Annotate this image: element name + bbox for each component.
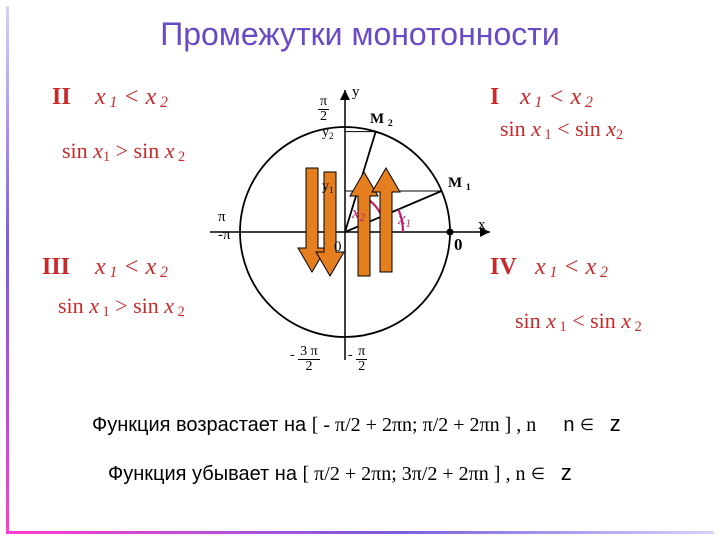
- svg-text:∈: ∈: [580, 417, 594, 433]
- pi-left: π: [218, 210, 226, 225]
- neg-pi: -π: [218, 228, 231, 243]
- label-y2: y2: [322, 126, 334, 141]
- bottom-line-1: Функция возрастает на [ - π/2 + 2πn; π/2…: [92, 410, 652, 438]
- border-bottom: [6, 531, 714, 534]
- label-y1: y1: [322, 180, 334, 195]
- axis-x-label: x: [478, 218, 486, 233]
- bottom-line-2: Функция убывает на [ π/2 + 2πn; 3π/2 + 2…: [108, 462, 572, 484]
- in-icon: ∈: [580, 417, 598, 433]
- label-M2: M 2: [370, 112, 393, 129]
- axis-y-label: y: [352, 85, 360, 100]
- slide-root: Промежутки монотонности II x 1 < x 2 sin…: [0, 0, 720, 540]
- label-x2: x2: [352, 204, 365, 224]
- axis-zero-right: 0: [454, 236, 463, 253]
- svg-text:∈: ∈: [531, 466, 545, 482]
- neg-pi-over-2: - π2: [348, 345, 367, 374]
- pi-over-2-top: π2: [318, 95, 329, 124]
- axis-origin: 0: [334, 240, 342, 255]
- label-M1: M 1: [448, 176, 471, 193]
- neg-3pi-over-2: - 3 π2: [290, 345, 320, 374]
- in-icon: ∈: [531, 466, 549, 482]
- label-x1: x1: [398, 210, 411, 230]
